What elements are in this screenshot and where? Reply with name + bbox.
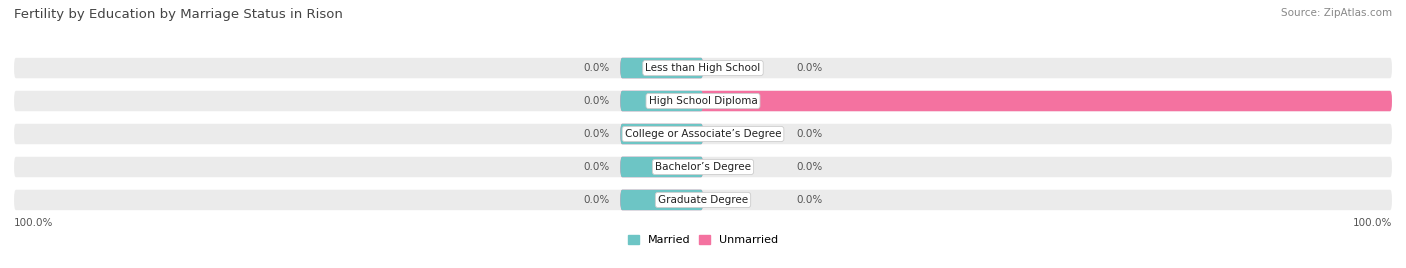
Text: 0.0%: 0.0% [796,195,823,205]
Text: 0.0%: 0.0% [796,129,823,139]
Text: 100.0%: 100.0% [14,218,53,228]
FancyBboxPatch shape [620,190,703,210]
Text: 0.0%: 0.0% [583,129,610,139]
Text: 0.0%: 0.0% [583,195,610,205]
Text: Less than High School: Less than High School [645,63,761,73]
FancyBboxPatch shape [620,190,703,210]
FancyBboxPatch shape [14,58,1392,78]
Text: Graduate Degree: Graduate Degree [658,195,748,205]
Text: 0.0%: 0.0% [796,63,823,73]
FancyBboxPatch shape [14,124,1392,144]
Text: Bachelor’s Degree: Bachelor’s Degree [655,162,751,172]
Text: 0.0%: 0.0% [796,162,823,172]
Text: 0.0%: 0.0% [583,162,610,172]
FancyBboxPatch shape [620,91,703,111]
FancyBboxPatch shape [620,157,703,177]
FancyBboxPatch shape [14,157,1392,177]
Text: 100.0%: 100.0% [1353,218,1392,228]
FancyBboxPatch shape [620,124,703,144]
FancyBboxPatch shape [620,58,703,78]
Text: College or Associate’s Degree: College or Associate’s Degree [624,129,782,139]
FancyBboxPatch shape [620,58,703,78]
Text: Fertility by Education by Marriage Status in Rison: Fertility by Education by Marriage Statu… [14,8,343,21]
Text: High School Diploma: High School Diploma [648,96,758,106]
FancyBboxPatch shape [14,190,1392,210]
FancyBboxPatch shape [14,91,1392,111]
Legend: Married, Unmarried: Married, Unmarried [627,235,779,245]
FancyBboxPatch shape [620,91,1392,111]
Text: Source: ZipAtlas.com: Source: ZipAtlas.com [1281,8,1392,18]
Text: 0.0%: 0.0% [583,96,610,106]
FancyBboxPatch shape [620,157,703,177]
FancyBboxPatch shape [620,124,703,144]
Text: 0.0%: 0.0% [583,63,610,73]
